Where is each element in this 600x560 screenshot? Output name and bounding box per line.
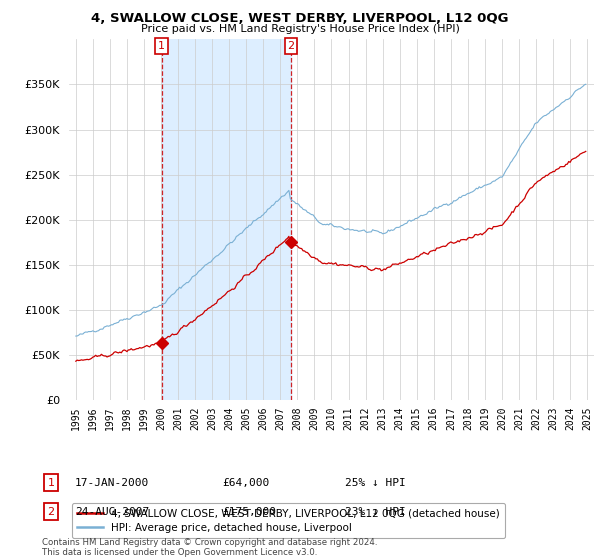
Text: 2: 2 xyxy=(287,41,295,51)
Text: £64,000: £64,000 xyxy=(222,478,269,488)
Text: 23% ↓ HPI: 23% ↓ HPI xyxy=(345,507,406,517)
Text: Price paid vs. HM Land Registry's House Price Index (HPI): Price paid vs. HM Land Registry's House … xyxy=(140,24,460,34)
Text: £175,000: £175,000 xyxy=(222,507,276,517)
Text: 2: 2 xyxy=(47,507,55,517)
Text: 17-JAN-2000: 17-JAN-2000 xyxy=(75,478,149,488)
Text: Contains HM Land Registry data © Crown copyright and database right 2024.
This d: Contains HM Land Registry data © Crown c… xyxy=(42,538,377,557)
Bar xyxy=(162,39,291,400)
Text: 4, SWALLOW CLOSE, WEST DERBY, LIVERPOOL, L12 0QG: 4, SWALLOW CLOSE, WEST DERBY, LIVERPOOL,… xyxy=(91,12,509,25)
Text: 1: 1 xyxy=(47,478,55,488)
Text: 1: 1 xyxy=(158,41,165,51)
Legend: 4, SWALLOW CLOSE, WEST DERBY, LIVERPOOL, L12 0QG (detached house), HPI: Average : 4, SWALLOW CLOSE, WEST DERBY, LIVERPOOL,… xyxy=(71,503,505,538)
Text: 25% ↓ HPI: 25% ↓ HPI xyxy=(345,478,406,488)
Text: 24-AUG-2007: 24-AUG-2007 xyxy=(75,507,149,517)
